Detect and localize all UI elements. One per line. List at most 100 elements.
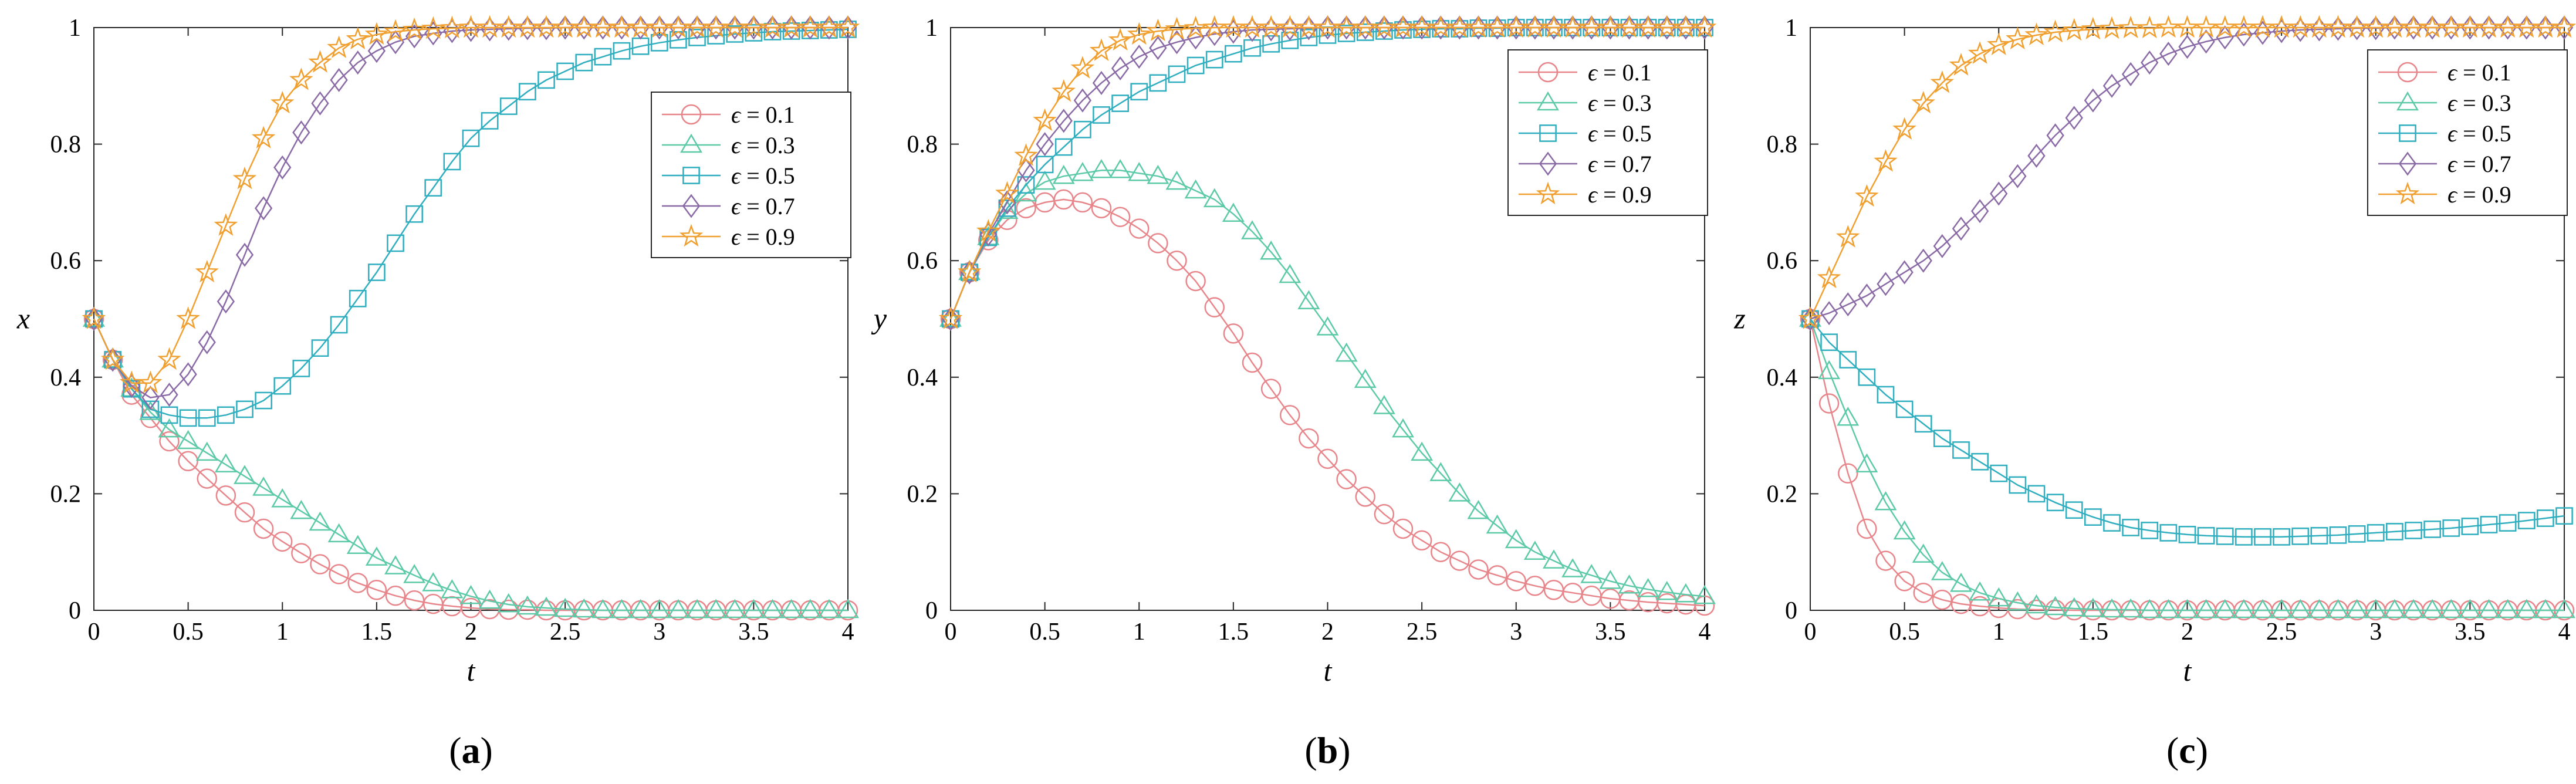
data-point <box>327 523 350 543</box>
data-point <box>1579 15 1604 38</box>
data-point <box>1074 120 1091 138</box>
data-point <box>309 511 332 531</box>
data-point <box>2156 15 2181 38</box>
data-point <box>1392 418 1414 438</box>
data-point <box>1448 482 1471 502</box>
data-point <box>1933 234 1952 258</box>
data-point <box>217 289 235 314</box>
legend-symbol: ϵ <box>2447 181 2458 208</box>
legend-symbol: ϵ <box>731 224 742 250</box>
data-point <box>1636 15 1660 38</box>
data-point <box>1543 549 1565 569</box>
data-point <box>1071 161 1094 181</box>
data-point <box>2081 597 2104 617</box>
legend-label: ϵ = 0.1 <box>731 102 795 128</box>
data-point <box>364 22 389 45</box>
data-point <box>2006 26 2030 50</box>
series-star <box>82 15 860 394</box>
data-point <box>2194 15 2218 38</box>
data-point <box>1949 53 1973 76</box>
data-point <box>253 518 274 539</box>
data-point <box>1858 283 1876 308</box>
legend-item: ϵ = 0.7 <box>2378 151 2511 177</box>
data-point <box>1820 333 1838 352</box>
data-point <box>2459 599 2482 619</box>
data-point <box>383 19 408 42</box>
x-tick-label: 3.5 <box>1595 619 1626 646</box>
data-point <box>308 50 332 73</box>
y-axis-label: z <box>1733 302 1745 335</box>
data-point <box>1243 18 1262 42</box>
data-point <box>2121 62 2140 86</box>
data-point <box>2062 18 2086 41</box>
data-point <box>2197 527 2215 545</box>
y-tick-label: 0.4 <box>50 364 82 391</box>
data-point <box>556 62 574 80</box>
data-point <box>366 579 387 600</box>
data-point <box>2137 15 2162 39</box>
data-point <box>198 409 216 427</box>
data-point <box>252 477 275 496</box>
data-point <box>1970 199 1989 224</box>
series-square <box>1801 310 2573 546</box>
data-point <box>255 391 272 410</box>
data-point <box>440 15 464 39</box>
legend-symbol: ϵ <box>731 163 742 189</box>
data-point <box>2310 17 2328 42</box>
data-point <box>1052 164 1075 184</box>
data-point <box>1655 580 1678 600</box>
data-point <box>1466 15 1490 38</box>
legend-item: ϵ = 0.9 <box>662 224 795 250</box>
data-point <box>1036 156 1054 174</box>
data-point <box>1016 198 1036 219</box>
data-point <box>1297 290 1320 309</box>
data-point <box>1260 379 1282 399</box>
data-point <box>2178 35 2196 59</box>
x-tick-label: 2 <box>465 619 477 646</box>
legend-marker <box>680 133 702 153</box>
data-point <box>1969 581 1992 601</box>
legend-item: ϵ = 0.9 <box>1519 181 1652 208</box>
data-point <box>705 599 728 619</box>
data-point <box>217 406 235 424</box>
x-tick-label: 3 <box>653 619 665 646</box>
data-point <box>1127 22 1151 45</box>
data-point <box>349 289 367 307</box>
legend-label: ϵ = 0.3 <box>1588 90 1652 116</box>
data-point <box>1259 15 1283 38</box>
data-point <box>214 213 238 236</box>
x-tick-label: 0.5 <box>1029 619 1060 646</box>
data-point <box>1467 499 1490 519</box>
data-point <box>160 406 178 424</box>
data-point <box>1950 573 1972 592</box>
legend-value: = 0.5 <box>2457 120 2511 147</box>
data-point <box>2555 507 2573 525</box>
legend-item: ϵ = 0.1 <box>2378 59 2511 86</box>
data-point <box>976 219 1000 242</box>
data-point <box>2065 106 2083 130</box>
data-point <box>2367 524 2385 542</box>
legend-label: ϵ = 0.5 <box>1588 120 1652 147</box>
data-point <box>1297 15 1321 38</box>
data-point <box>1149 74 1167 92</box>
data-point <box>1184 15 1208 39</box>
data-point <box>1839 351 1857 369</box>
data-point <box>837 599 859 619</box>
data-point <box>591 599 614 619</box>
data-point <box>1913 582 1933 603</box>
data-point <box>2477 15 2501 38</box>
data-point <box>1449 550 1470 571</box>
x-tick-label: 2.5 <box>1407 619 1438 646</box>
data-point <box>1356 23 1374 41</box>
data-point <box>1561 558 1584 577</box>
data-point <box>1877 272 1895 296</box>
data-point <box>1204 297 1225 317</box>
data-point <box>2216 528 2234 545</box>
data-point <box>1129 218 1150 239</box>
data-point <box>1930 70 1955 93</box>
data-point <box>1931 561 1953 580</box>
data-point <box>1818 393 1840 414</box>
data-point <box>591 15 615 38</box>
series-circle <box>940 189 1715 616</box>
legend: ϵ = 0.1ϵ = 0.3ϵ = 0.5ϵ = 0.7ϵ = 0.9 <box>2367 49 2568 216</box>
